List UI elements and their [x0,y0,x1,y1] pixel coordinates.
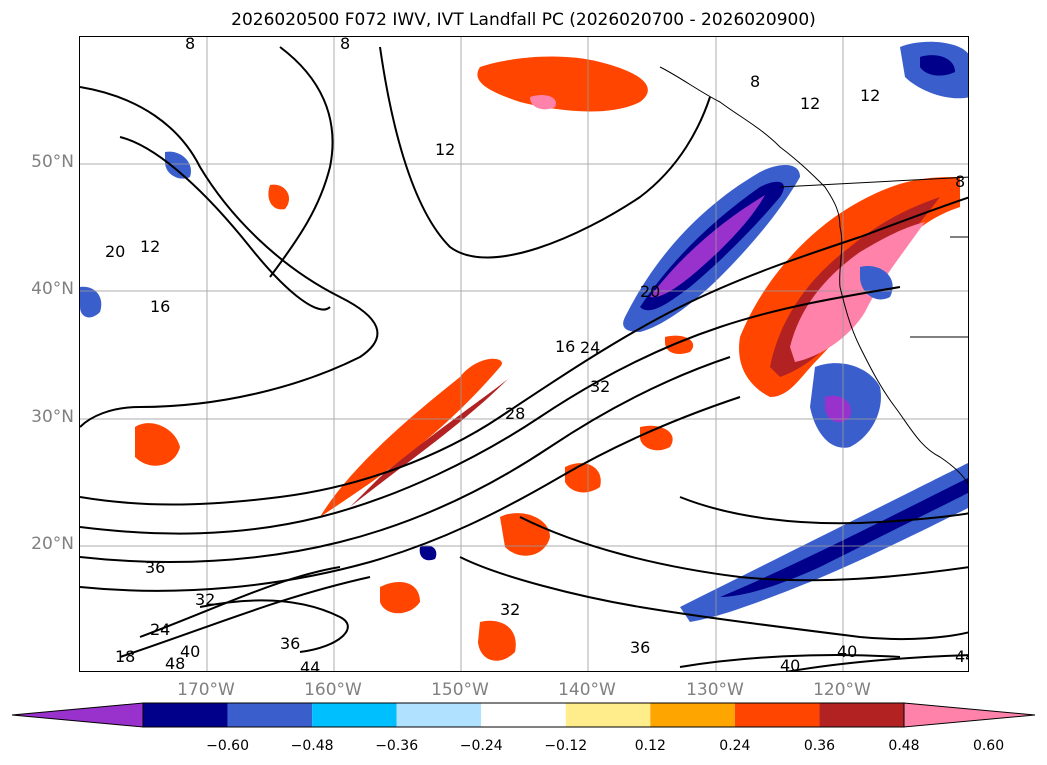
colorbar-tick-label: −0.48 [290,738,334,754]
contour-label: 12 [800,94,820,113]
graticule [80,37,968,671]
lon-label: 160°W [304,680,362,700]
colorbar-tick-label: 0.24 [719,738,751,754]
colorbar-segment [143,703,228,727]
lat-label: 30°N [31,407,74,427]
colorbar-tick-label: −0.12 [544,738,588,754]
iwv-contours [80,46,968,671]
colorbar-segment [650,703,735,727]
nw-cold-core [920,55,955,76]
pacific-warm-s2 [380,582,420,614]
contour-label: 20 [105,242,125,261]
lat-label: 20°N [31,534,74,554]
colorbar-segment [734,703,820,727]
contour-label: 48 [165,654,185,672]
map-canvas: 8 8 8 8 12 12 12 12 20 16 20 16 24 28 32… [80,37,969,672]
contour-label: 36 [630,638,650,657]
lon-label: 130°W [686,680,744,700]
west-cold-1 [80,286,102,318]
contour-label: 8 [955,172,965,191]
colorbar-tick-label: 0.60 [972,738,1005,754]
colorbar-tick-label: −0.60 [206,738,249,754]
contour-label: 8 [750,72,760,91]
contour-label: 8 [185,37,195,53]
pacific-warm-s4 [565,463,601,493]
contour-label: 44 [955,647,969,666]
lat-label: 40°N [31,279,74,299]
contour-label: 12 [860,86,880,105]
baja-cold-core [825,395,851,423]
contour-label: 16 [555,337,575,356]
lon-label: 120°W [813,680,871,700]
colorbar-segment [819,703,904,727]
contour-label: 32 [590,377,610,396]
contour-labels: 8 8 8 8 12 12 12 12 20 16 20 16 24 28 32… [105,37,969,672]
colorbar-tick-label: −0.36 [375,738,419,754]
colorbar [11,702,1036,728]
colorbar-extend-low [11,702,144,728]
contour-label: 40 [180,642,200,661]
pacific-warm-s7 [268,184,290,210]
west-cold-2 [165,151,191,179]
contour-label: 12 [140,237,160,256]
contour-label: 18 [115,647,135,666]
map-panel: 8 8 8 8 12 12 12 12 20 16 20 16 24 28 32… [79,36,969,672]
colorbar-frame [142,702,905,728]
colorbar-segment [565,703,651,727]
south-cold-band [680,463,968,622]
ar-cold-peak [650,195,765,298]
positive-pc-fill [135,56,960,661]
gulfstream-cold [419,545,437,561]
contour-label: 24 [150,620,170,639]
gulf-warm-peak [530,95,556,110]
colorbar-segment [481,703,566,727]
colorbar-segment [227,703,313,727]
colorbar-segment [396,703,482,727]
colorbar-tick-label: 0.12 [634,738,666,754]
lat-label: 50°N [31,152,74,172]
lon-label: 140°W [558,680,616,700]
lon-label: 150°W [431,680,489,700]
coastlines [659,66,968,485]
contour-label: 36 [280,634,300,653]
ar-plume-warm-core [350,377,510,507]
ar-plume-warm [320,358,502,517]
contour-label: 8 [340,37,350,53]
contour-label: 44 [300,658,320,672]
contour-label: 40 [780,656,800,672]
contour-label: 32 [500,600,520,619]
colorbar-tick-label: 0.48 [888,738,920,754]
pacific-warm-s3 [478,620,516,661]
colorbar-segment [312,703,397,727]
contour-label: 36 [145,558,165,577]
pacific-warm-west [135,423,180,466]
gulf-warm [477,56,648,112]
contour-label: 24 [580,338,600,357]
coast-warm-peak [790,222,925,362]
pacific-warm-s1 [500,513,550,556]
map-title: 2026020500 F072 IWV, IVT Landfall PC (20… [231,10,816,30]
contour-label: 32 [195,590,215,609]
contour-label: 28 [505,404,525,423]
contour-label: 40 [837,642,857,661]
colorbar-tick-label: −0.24 [459,738,503,754]
contour-label: 20 [640,282,660,301]
colorbar-segments [11,702,1036,728]
contour-label: 12 [435,140,455,159]
colorbar-extend-high [903,702,1036,728]
colorbar-tick-label: 0.36 [803,738,836,754]
lon-label: 170°W [177,680,235,700]
contour-label: 16 [150,297,170,316]
